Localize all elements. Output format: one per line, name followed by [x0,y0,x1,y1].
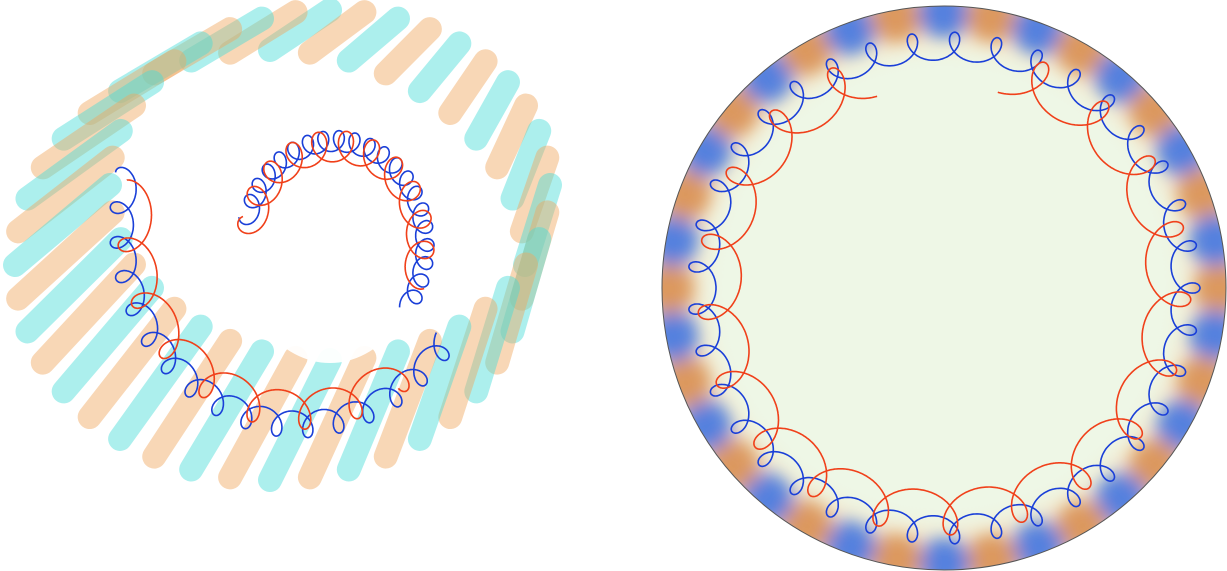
rim-patch [965,532,1018,570]
rod [485,93,539,180]
rod [218,0,308,65]
rim-patch [1055,500,1108,553]
rod [485,252,539,375]
cross-section-view [662,6,1226,570]
rim-patch [662,309,700,362]
rod [258,0,342,62]
cylinder-view [3,0,562,492]
rim-patch [965,6,1018,44]
rod [297,345,377,490]
trajectory-red-front [117,179,410,430]
rim-patch [918,6,970,39]
rod [51,275,165,404]
rim-patch [1012,520,1065,570]
rod [464,275,520,404]
rod [51,70,165,151]
rod [297,0,377,65]
rim-patch [870,6,923,44]
rod [108,314,213,451]
rod [142,328,243,469]
rod [513,173,562,277]
rod [15,227,133,344]
trajectories [109,31,1201,545]
rim-patch [1176,167,1226,220]
rod [179,6,275,73]
rod [464,70,520,151]
rod [30,252,146,375]
rim-patch [679,399,732,452]
trajectory-red-back [237,130,435,290]
rim-patch [1193,262,1226,314]
rod [15,118,133,211]
rim-patch [662,214,700,267]
trajectory-blue-front [109,166,450,439]
rod [258,348,342,492]
rim-patch [1188,214,1226,267]
rod [336,339,410,482]
rod [509,145,560,244]
disc-outline [661,5,1227,571]
rod [179,339,275,482]
rod [108,31,213,104]
rod [407,314,472,451]
rim-patch [870,532,923,570]
rod [77,296,187,430]
rod [407,31,472,104]
rod [438,49,498,125]
trajectory-blue [688,31,1201,545]
trajectory-red [697,61,1192,536]
hole [238,127,422,363]
rim-patch [1188,309,1226,362]
interior [706,50,1182,526]
rod [77,49,187,125]
rod [6,200,125,311]
rod [373,328,442,469]
rod [500,227,552,344]
rod [509,200,560,311]
rim-patch [918,537,970,570]
rim-patch [780,23,833,76]
rod [500,118,552,211]
rod [336,6,410,73]
rod [218,345,308,490]
rod [3,173,122,277]
rod [373,17,442,86]
rod [30,93,146,180]
rod [6,145,125,244]
rim-patch [662,262,695,314]
rod [438,296,498,430]
rim-patch [1156,124,1209,177]
rod [142,17,243,86]
